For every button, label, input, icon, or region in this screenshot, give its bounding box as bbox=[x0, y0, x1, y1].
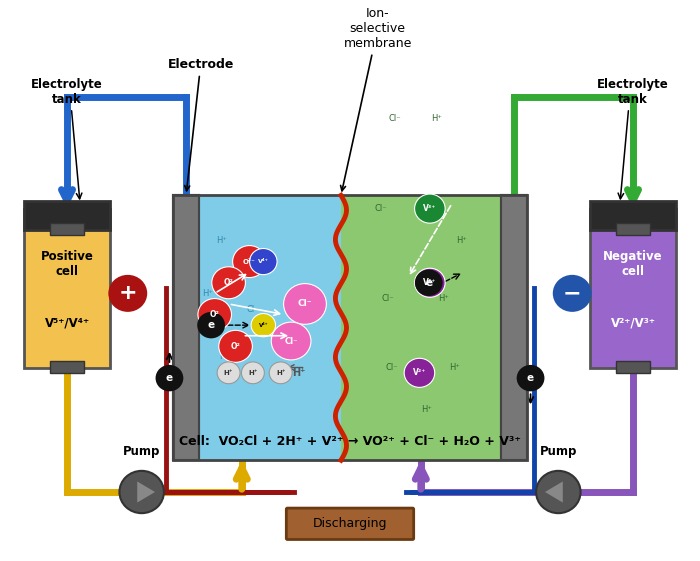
Text: Cl⁻: Cl⁻ bbox=[375, 204, 388, 213]
Text: Positive
cell: Positive cell bbox=[41, 250, 94, 278]
Text: O²: O² bbox=[230, 342, 241, 351]
Text: H⁺: H⁺ bbox=[224, 370, 233, 376]
Polygon shape bbox=[545, 481, 563, 503]
Text: H⁺: H⁺ bbox=[292, 368, 305, 378]
Text: H⁺: H⁺ bbox=[456, 236, 466, 245]
Text: O²: O² bbox=[210, 310, 220, 319]
Text: V⁴⁺: V⁴⁺ bbox=[258, 259, 269, 264]
Bar bbox=[615, 223, 650, 235]
Circle shape bbox=[271, 322, 311, 360]
Text: H⁺: H⁺ bbox=[421, 406, 432, 415]
Circle shape bbox=[198, 298, 232, 330]
Text: H⁺: H⁺ bbox=[449, 363, 460, 372]
Circle shape bbox=[232, 246, 266, 278]
Bar bbox=[139, 490, 145, 494]
Bar bbox=[555, 490, 561, 494]
Polygon shape bbox=[137, 481, 155, 503]
Text: H⁺: H⁺ bbox=[216, 236, 227, 245]
Text: V²⁺/V³⁺: V²⁺/V³⁺ bbox=[610, 316, 655, 329]
FancyBboxPatch shape bbox=[286, 508, 414, 540]
Bar bbox=[500, 195, 527, 460]
Circle shape bbox=[414, 268, 445, 297]
Text: Cl⁻: Cl⁻ bbox=[284, 337, 298, 346]
Text: +: + bbox=[118, 283, 137, 304]
Bar bbox=[589, 209, 676, 367]
Text: Cl⁻: Cl⁻ bbox=[386, 363, 398, 372]
Circle shape bbox=[284, 284, 326, 324]
Text: Cl⁻: Cl⁻ bbox=[389, 114, 402, 123]
Text: H⁺: H⁺ bbox=[202, 289, 213, 298]
Circle shape bbox=[212, 267, 246, 299]
Text: Cl⁻: Cl⁻ bbox=[257, 252, 270, 261]
Circle shape bbox=[120, 471, 164, 513]
Bar bbox=[173, 195, 527, 460]
Text: e: e bbox=[166, 373, 173, 383]
Text: H⁺: H⁺ bbox=[438, 294, 449, 303]
Bar bbox=[24, 201, 111, 230]
Text: −: − bbox=[563, 283, 582, 304]
Text: Cl⁻: Cl⁻ bbox=[382, 294, 395, 303]
Circle shape bbox=[517, 365, 545, 392]
Bar bbox=[199, 195, 341, 460]
Text: Cl⁻: Cl⁻ bbox=[246, 305, 259, 314]
Bar bbox=[50, 223, 85, 235]
Bar bbox=[24, 209, 111, 367]
Text: Electrode: Electrode bbox=[167, 58, 234, 191]
Text: H⁺: H⁺ bbox=[276, 370, 286, 376]
Bar bbox=[50, 361, 85, 373]
Text: Ion-
selective
membrane: Ion- selective membrane bbox=[341, 7, 412, 191]
Circle shape bbox=[251, 314, 276, 337]
Text: V²⁺: V²⁺ bbox=[413, 369, 426, 378]
Circle shape bbox=[217, 362, 240, 384]
Text: Cell:  VO₂Cl + 2H⁺ + V²⁺ → VO²⁺ + Cl⁻ + H₂O + V³⁺: Cell: VO₂Cl + 2H⁺ + V²⁺ → VO²⁺ + Cl⁻ + H… bbox=[179, 435, 521, 448]
Circle shape bbox=[197, 312, 225, 338]
Bar bbox=[615, 361, 650, 373]
Bar bbox=[341, 195, 500, 460]
Text: e: e bbox=[207, 320, 215, 330]
Text: Electrolyte
tank: Electrolyte tank bbox=[597, 78, 669, 106]
Text: Cl⁻: Cl⁻ bbox=[298, 300, 312, 309]
Text: V³⁺: V³⁺ bbox=[424, 204, 437, 213]
Text: Electrolyte
tank: Electrolyte tank bbox=[31, 78, 103, 106]
Text: e: e bbox=[426, 278, 433, 288]
Text: Negative
cell: Negative cell bbox=[603, 250, 663, 278]
Bar bbox=[589, 201, 676, 230]
Text: Discharging: Discharging bbox=[313, 517, 387, 530]
Text: V²⁺: V²⁺ bbox=[424, 278, 437, 287]
Text: O²: O² bbox=[224, 278, 234, 287]
Circle shape bbox=[404, 358, 435, 387]
Text: O²⁻: O²⁻ bbox=[243, 259, 256, 265]
Circle shape bbox=[536, 471, 580, 513]
Circle shape bbox=[415, 269, 442, 296]
Text: e: e bbox=[527, 373, 534, 383]
Bar bbox=[500, 195, 527, 460]
Text: H⁺: H⁺ bbox=[220, 352, 230, 361]
Text: V⁴⁺: V⁴⁺ bbox=[258, 323, 268, 328]
Circle shape bbox=[108, 275, 147, 312]
Circle shape bbox=[250, 249, 277, 275]
Circle shape bbox=[270, 362, 292, 384]
Circle shape bbox=[241, 362, 265, 384]
Text: H⁺: H⁺ bbox=[431, 114, 442, 123]
Circle shape bbox=[218, 330, 253, 362]
Text: V⁵⁺/V⁴⁺: V⁵⁺/V⁴⁺ bbox=[45, 316, 90, 329]
Text: H⁺: H⁺ bbox=[248, 370, 258, 376]
Bar bbox=[173, 195, 200, 460]
Circle shape bbox=[553, 275, 592, 312]
Circle shape bbox=[414, 194, 445, 223]
Bar bbox=[173, 195, 200, 460]
Text: Pump: Pump bbox=[540, 445, 577, 458]
Text: Pump: Pump bbox=[123, 445, 160, 458]
Circle shape bbox=[155, 365, 183, 392]
